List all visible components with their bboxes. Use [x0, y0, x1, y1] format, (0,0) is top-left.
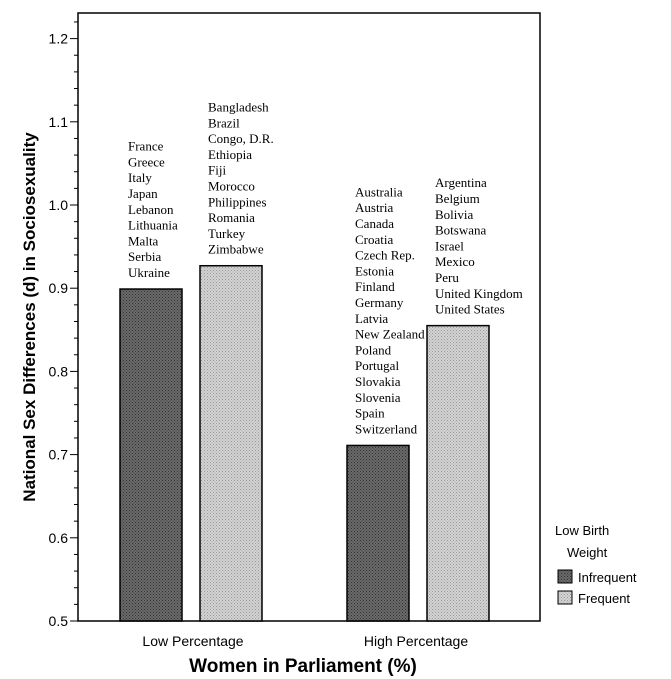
country-label: Philippines [208, 194, 267, 209]
country-label: Ukraine [128, 265, 170, 280]
country-label: Israel [435, 238, 464, 253]
country-label: Belgium [435, 191, 480, 206]
country-lists: FranceGreeceItalyJapanLebanonLithuaniaMa… [128, 100, 523, 437]
country-label: Argentina [435, 175, 487, 190]
country-label: Mexico [435, 254, 475, 269]
country-label: Peru [435, 270, 459, 285]
country-label: Spain [355, 406, 385, 421]
country-label: Zimbabwe [208, 242, 264, 257]
country-label: Germany [355, 295, 404, 310]
country-label: Serbia [128, 249, 161, 264]
country-label: Latvia [355, 311, 388, 326]
country-label: Canada [355, 216, 394, 231]
country-label: United States [435, 302, 505, 317]
country-label: Austria [355, 200, 394, 215]
country-label: Romania [208, 210, 255, 225]
country-label: Slovakia [355, 374, 401, 389]
y-tick-label: 1.0 [49, 197, 69, 213]
country-label: Greece [128, 154, 165, 169]
country-label: Ethiopia [208, 147, 252, 162]
bar-infrequent-1 [346, 444, 410, 622]
legend-swatch-infrequent [557, 569, 573, 584]
country-label: Estonia [355, 263, 394, 278]
y-tick-label: 0.7 [49, 447, 69, 463]
country-label: Czech Rep. [355, 248, 415, 263]
y-axis: 0.5 0.6 0.7 0.8 0.9 1.0 1.1 1.2 [49, 21, 78, 629]
legend-swatch-frequent [557, 590, 573, 605]
country-label: Finland [355, 279, 395, 294]
x-category-label-low: Low Percentage [142, 633, 243, 649]
country-label: France [128, 139, 164, 154]
y-tick-label: 1.2 [49, 31, 69, 47]
legend-label-frequent: Frequent [578, 591, 630, 606]
bar-frequent-0 [199, 264, 263, 622]
bar-frequent-1 [426, 324, 490, 622]
country-label: United Kingdom [435, 286, 523, 301]
country-label: Morocco [208, 179, 255, 194]
country-label: Malta [128, 233, 159, 248]
country-label: Turkey [208, 226, 246, 241]
y-tick-label: 1.1 [49, 114, 69, 130]
country-label: Portugal [355, 358, 399, 373]
y-tick-label: 0.8 [49, 363, 69, 379]
legend: Low Birth Weight Infrequent Frequent [555, 523, 637, 606]
country-label: Australia [355, 184, 403, 199]
country-label: Botswana [435, 223, 487, 238]
country-label: Lithuania [128, 218, 178, 233]
country-label: Lebanon [128, 202, 174, 217]
bars [119, 264, 490, 622]
country-label: Bolivia [435, 207, 474, 222]
y-axis-title: National Sex Differences (d) in Sociosex… [20, 132, 39, 502]
country-label: New Zealand [355, 327, 425, 342]
country-label: Bangladesh [208, 100, 269, 115]
legend-title-line1: Low Birth [555, 523, 609, 538]
country-label: Brazil [208, 115, 240, 130]
y-tick-label: 0.5 [49, 613, 69, 629]
country-label: Croatia [355, 232, 393, 247]
plot-frame [77, 12, 541, 622]
country-label: Switzerland [355, 421, 418, 436]
bar-infrequent-0 [119, 288, 183, 622]
country-label: Italy [128, 170, 152, 185]
country-label: Slovenia [355, 390, 401, 405]
country-label: Fiji [208, 163, 226, 178]
y-tick-label: 0.9 [49, 280, 69, 296]
country-label: Japan [128, 186, 158, 201]
country-label: Poland [355, 342, 392, 357]
legend-title-line2: Weight [567, 545, 608, 560]
x-category-label-high: High Percentage [364, 633, 469, 649]
legend-label-infrequent: Infrequent [578, 570, 637, 585]
country-label: Congo, D.R. [208, 131, 274, 146]
y-tick-label: 0.6 [49, 530, 69, 546]
x-axis-title: Women in Parliament (%) [189, 656, 417, 677]
